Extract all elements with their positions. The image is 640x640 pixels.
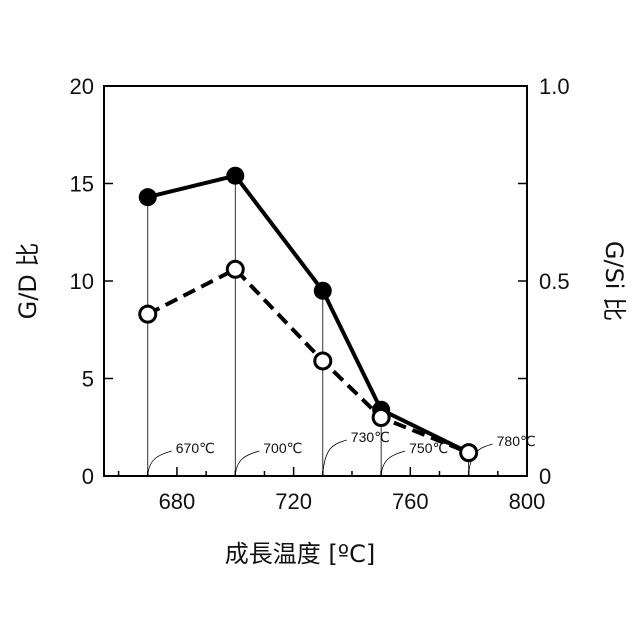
data-point-g-si	[315, 353, 331, 369]
temperature-callout: 670℃	[176, 440, 215, 456]
callout-leader	[235, 451, 259, 474]
x-axis-title: 成長温度 [ºC]	[225, 540, 375, 568]
y-left-tick-label: 5	[82, 367, 94, 392]
callout-leader	[323, 440, 347, 474]
x-tick-label: 800	[509, 489, 546, 514]
y-right-tick-label: 0.5	[539, 269, 570, 294]
data-point-g-d	[139, 188, 157, 206]
y-axis-left-title: G/D 比	[14, 243, 42, 320]
series-line-g-si	[148, 269, 469, 452]
temperature-callout: 780℃	[497, 433, 536, 449]
series-layer	[139, 167, 478, 462]
temperature-callout: 700℃	[263, 440, 302, 456]
series-line-g-d	[148, 176, 469, 453]
y-left-tick-label: 20	[70, 74, 94, 99]
y-right-tick-label: 1.0	[539, 74, 570, 99]
data-point-g-si	[373, 410, 389, 426]
y-axis-right-title: G/Si 比	[600, 241, 628, 321]
temperature-callout: 730℃	[351, 429, 390, 445]
y-left-tick-label: 15	[70, 172, 94, 197]
data-point-g-si	[227, 261, 243, 277]
data-point-g-d	[226, 167, 244, 185]
data-point-g-si	[461, 445, 477, 461]
data-point-g-si	[140, 306, 156, 322]
callout-leader	[148, 451, 172, 474]
y-left-tick-label: 0	[82, 464, 94, 489]
callout-leader	[381, 451, 405, 474]
y-left-tick-label: 10	[70, 269, 94, 294]
x-tick-label: 720	[275, 489, 312, 514]
data-point-g-d	[314, 282, 332, 300]
y-right-tick-label: 0	[539, 464, 551, 489]
x-tick-label: 760	[392, 489, 429, 514]
x-tick-label: 680	[159, 489, 196, 514]
